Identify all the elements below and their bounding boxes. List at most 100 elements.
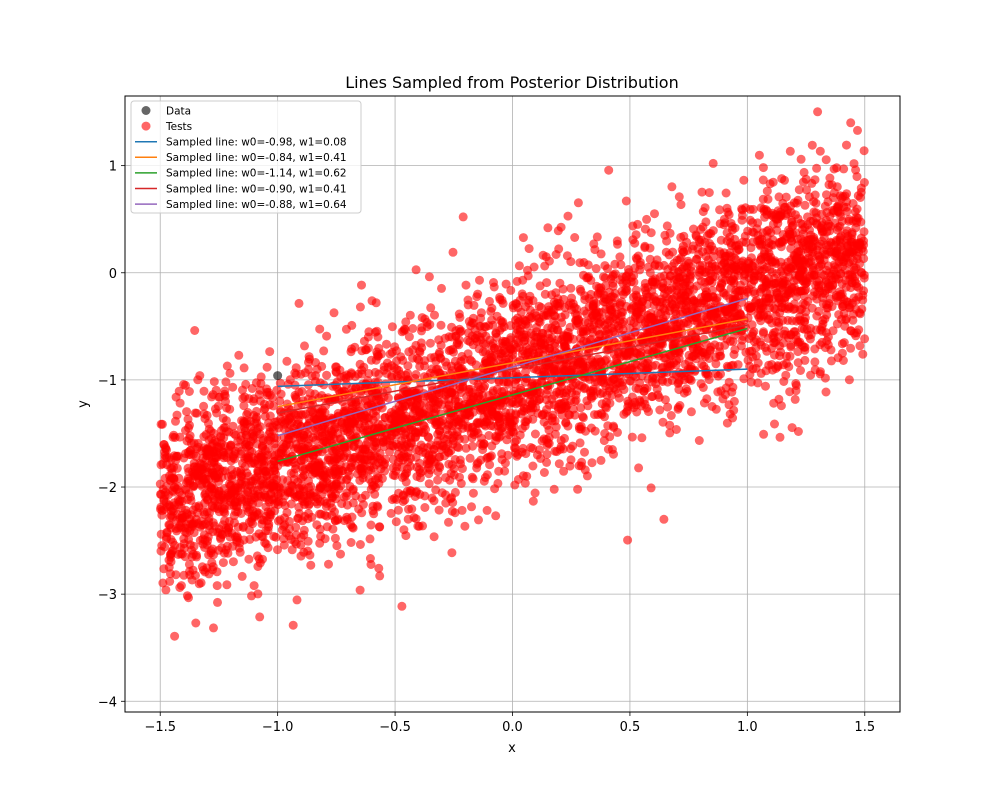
test-point [221, 377, 231, 387]
test-point [294, 410, 303, 420]
test-point [481, 356, 490, 366]
test-point [730, 223, 740, 233]
test-point [342, 491, 351, 501]
test-point [420, 361, 429, 371]
test-point [591, 264, 601, 273]
test-point [485, 296, 494, 306]
test-point [716, 249, 726, 259]
test-point [846, 118, 856, 128]
test-point [825, 173, 835, 183]
test-point [176, 549, 186, 559]
test-point [476, 308, 486, 318]
test-point [585, 386, 595, 396]
test-point [189, 469, 199, 479]
test-point [265, 347, 275, 357]
test-point [360, 445, 370, 455]
test-point [834, 310, 844, 320]
test-point [539, 468, 549, 477]
test-point [747, 331, 757, 341]
test-point [262, 362, 272, 372]
test-point [452, 427, 462, 437]
test-point [228, 421, 238, 431]
test-point [666, 411, 676, 420]
test-point [213, 597, 222, 607]
test-point [715, 351, 725, 361]
test-point [434, 505, 444, 515]
test-point [637, 433, 647, 443]
test-point [852, 281, 862, 291]
test-point [650, 209, 659, 219]
test-point [530, 488, 540, 498]
test-point [329, 308, 339, 318]
test-point [411, 340, 421, 350]
test-point [757, 266, 767, 276]
test-point [212, 408, 222, 418]
test-point [859, 146, 869, 156]
test-point [806, 234, 816, 244]
test-point [715, 205, 725, 215]
test-point [780, 303, 790, 313]
test-point [411, 265, 421, 275]
test-point [434, 349, 444, 359]
test-point [826, 345, 836, 355]
test-point [707, 259, 717, 269]
test-point [315, 538, 325, 548]
test-point [252, 406, 261, 416]
test-point [508, 397, 518, 407]
test-point [239, 401, 249, 411]
test-point [825, 281, 835, 291]
test-point [204, 446, 214, 456]
test-point [658, 417, 668, 427]
test-point [168, 545, 178, 555]
test-point [818, 226, 828, 236]
test-point [411, 514, 421, 524]
test-point [247, 384, 257, 393]
test-point [701, 217, 711, 227]
test-point [278, 475, 288, 485]
test-point [349, 442, 359, 452]
test-point [629, 271, 639, 281]
test-point [331, 444, 341, 454]
test-point [583, 401, 593, 411]
test-point [493, 345, 503, 355]
test-point [417, 313, 427, 323]
test-point [740, 231, 750, 241]
test-point [634, 463, 644, 473]
test-point [458, 212, 468, 222]
test-point [408, 425, 418, 435]
test-point [582, 309, 592, 319]
test-point [392, 462, 402, 472]
test-point [220, 516, 230, 526]
test-point [336, 549, 345, 559]
test-point [655, 405, 665, 415]
test-point [553, 226, 563, 236]
test-point [392, 430, 402, 440]
test-point [793, 427, 803, 436]
test-point [444, 401, 454, 411]
test-point [743, 263, 753, 273]
test-point [200, 543, 210, 552]
test-point [758, 194, 768, 204]
test-point [256, 379, 266, 388]
test-point [173, 451, 183, 461]
test-point [518, 443, 528, 453]
test-point [320, 470, 330, 480]
test-point [528, 496, 538, 506]
test-point [682, 237, 692, 247]
test-point [842, 247, 851, 257]
test-point [327, 503, 337, 513]
test-point [365, 462, 375, 471]
test-point [208, 544, 218, 554]
test-point [204, 424, 214, 434]
test-point [364, 327, 374, 337]
test-point [839, 164, 849, 174]
test-point [343, 415, 353, 425]
test-point [168, 512, 177, 522]
test-point [264, 387, 274, 397]
test-point [671, 309, 681, 319]
test-point [473, 289, 483, 299]
test-point [247, 591, 256, 601]
test-point [375, 571, 385, 581]
test-point [464, 387, 474, 397]
test-point [859, 227, 869, 237]
